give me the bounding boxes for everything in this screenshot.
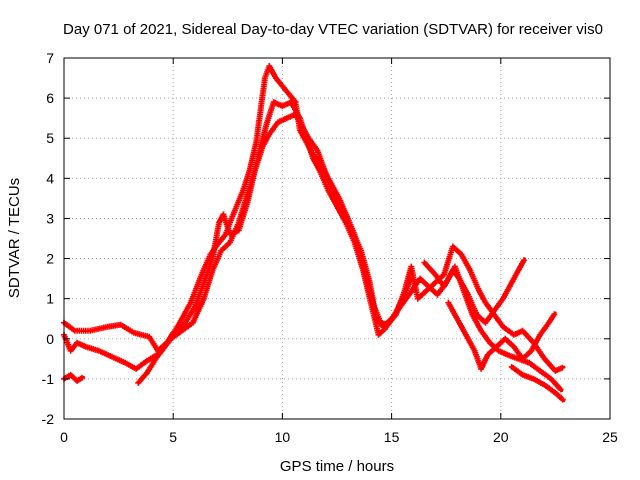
y-tick-label: 3 [46,210,54,226]
grid [64,58,610,419]
chart-title: Day 071 of 2021, Sidereal Day-to-day VTE… [63,21,603,38]
series-track-d [135,99,414,386]
x-tick-label: 20 [493,429,509,445]
y-tick-label: 5 [46,130,54,146]
y-tick-label: 6 [46,90,54,106]
x-tick-label: 0 [60,429,68,445]
y-tick-label: 7 [46,50,54,66]
axis-ticks [63,57,611,420]
y-tick-label: 1 [46,291,54,307]
y-axis-title: SDTVAR / TECUs [6,178,23,298]
y-tick-labels: -2 -1 0 1 2 3 4 5 6 7 [42,50,55,427]
y-tick-label: 4 [46,170,54,186]
series-track-f [445,299,558,372]
y-tick-label: -2 [42,411,55,427]
series-track-e [421,257,527,326]
series-line [137,100,413,385]
plus-markers [61,371,85,384]
y-tick-label: 2 [46,251,54,267]
plus-markers [445,299,558,372]
series-track-g [508,363,566,403]
series-line [62,64,566,373]
x-axis-title: GPS time / hours [280,458,394,475]
y-tick-label: -1 [42,371,55,387]
x-tick-label: 5 [169,429,177,445]
series-track-c [61,371,85,384]
plus-markers [421,257,527,326]
x-tick-labels: 0 5 10 15 20 25 [60,429,618,445]
y-tick-label: 0 [46,331,54,347]
plus-markers [508,363,566,403]
data-series [61,63,566,403]
plus-markers [135,99,414,386]
x-tick-label: 15 [384,429,400,445]
x-tick-label: 25 [602,429,618,445]
plot-frame [63,57,611,420]
x-tick-label: 10 [275,429,291,445]
